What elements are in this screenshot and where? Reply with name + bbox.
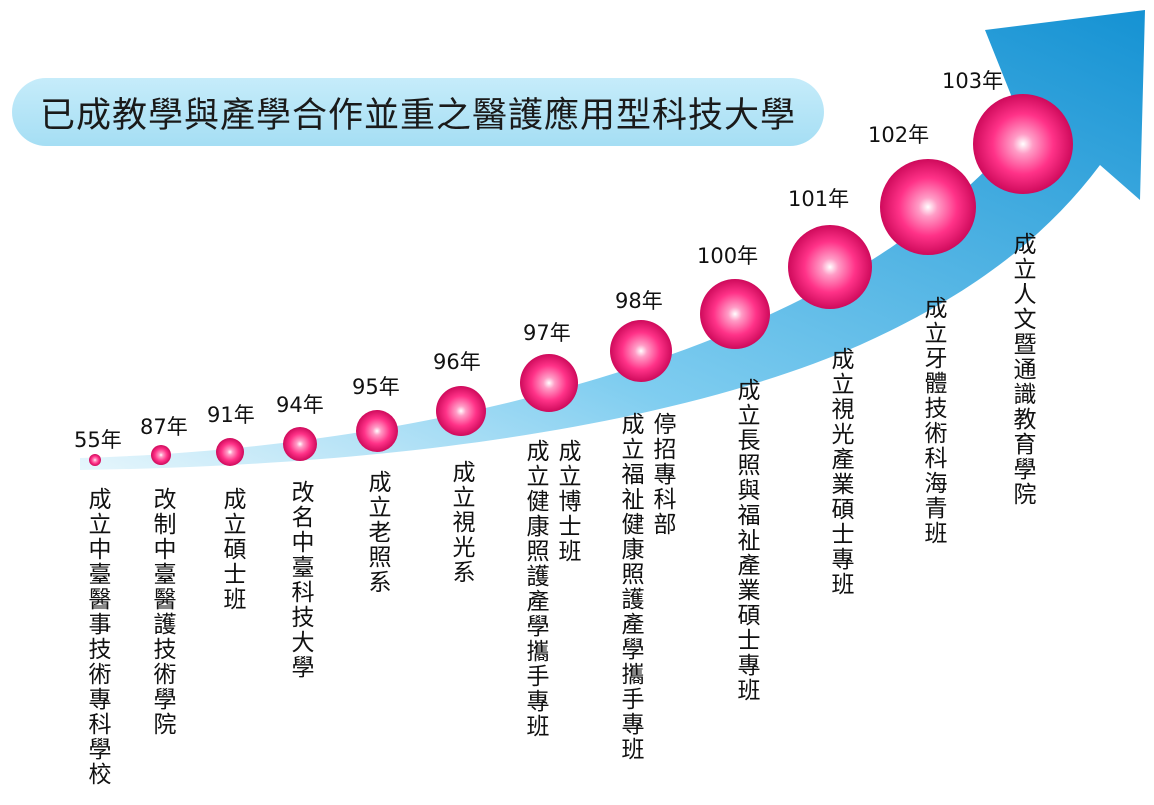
milestone-event-text: 成立牙體技術科海青班 [920, 296, 946, 546]
milestone-ball [973, 94, 1073, 194]
milestone-event-text: 成立博士班 [554, 439, 580, 564]
milestone-events: 改名中臺科技大學 [286, 480, 314, 680]
milestone-ball [283, 427, 317, 461]
milestone-events: 成立視光產業碩士專班 [826, 347, 854, 597]
milestone-event-text: 成立健康照護產學攜手專班 [522, 439, 548, 739]
milestone-year: 55年 [74, 428, 122, 452]
milestone-year: 98年 [615, 289, 663, 313]
milestone-ball [520, 354, 578, 412]
milestone-events: 成立博士班 成立健康照護產學攜手專班 [521, 439, 581, 739]
milestone-year: 97年 [523, 321, 571, 345]
milestone-event-text: 成立碩士班 [219, 487, 245, 612]
milestone-ball [216, 438, 244, 466]
milestone-event-text: 改名中臺科技大學 [287, 480, 313, 680]
title-text: 已成教學與產學合作並重之醫護應用型科技大學 [39, 95, 796, 136]
milestone-year: 94年 [276, 393, 324, 417]
milestone-year: 95年 [352, 375, 400, 399]
milestone-ball [880, 159, 976, 255]
milestone-ball [788, 225, 872, 309]
milestone-ball [356, 410, 398, 452]
milestone-events: 停招專科部 成立福祉健康照護產學攜手專班 [616, 412, 676, 762]
milestone-event-text: 成立人文暨通識教育學院 [1009, 232, 1035, 507]
milestone-event-text: 成立中臺醫事技術專科學校 [84, 487, 110, 787]
milestone-event-text: 成立老照系 [364, 470, 390, 595]
milestone-event-text: 改制中臺醫護技術學院 [149, 487, 175, 737]
milestone-events: 改制中臺醫護技術學院 [148, 487, 176, 737]
milestone-events: 成立人文暨通識教育學院 [1008, 232, 1036, 507]
milestone-ball [436, 386, 486, 436]
milestone-year: 91年 [207, 403, 255, 427]
milestone-event-text: 成立福祉健康照護產學攜手專班 [617, 412, 643, 762]
milestone-event-text: 停招專科部 [649, 412, 675, 537]
milestone-event-text: 成立視光產業碩士專班 [827, 347, 853, 597]
milestone-year: 96年 [433, 350, 481, 374]
milestone-events: 成立中臺醫事技術專科學校 [83, 487, 111, 787]
milestone-ball [151, 445, 171, 465]
milestone-event-text: 成立長照與福祉產業碩士專班 [733, 378, 759, 703]
milestone-year: 100年 [697, 244, 759, 268]
milestone-events: 成立牙體技術科海青班 [919, 296, 947, 546]
milestone-events: 成立碩士班 [218, 487, 246, 612]
title-banner: 已成教學與產學合作並重之醫護應用型科技大學 [12, 78, 824, 146]
milestone-events: 成立長照與福祉產業碩士專班 [732, 378, 760, 703]
milestone-ball [89, 454, 101, 466]
milestone-year: 103年 [942, 69, 1004, 93]
milestone-events: 成立老照系 [363, 470, 391, 595]
milestone-year: 87年 [140, 415, 188, 439]
milestone-year: 102年 [868, 123, 930, 147]
milestone-ball [700, 279, 770, 349]
milestone-year: 101年 [788, 187, 850, 211]
milestone-event-text: 成立視光系 [448, 460, 474, 585]
milestone-events: 成立視光系 [447, 460, 475, 585]
milestone-ball [610, 320, 672, 382]
